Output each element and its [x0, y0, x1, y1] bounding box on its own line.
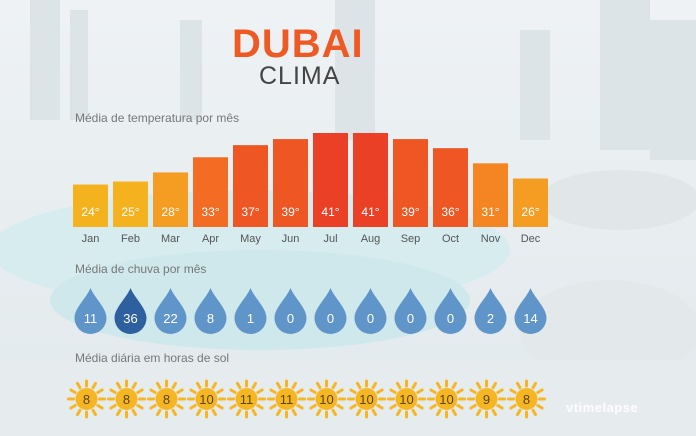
- rain-section-label: Média de chuva por mês: [75, 262, 207, 276]
- sun-icon: [507, 379, 546, 419]
- temp-bar-nov: [473, 163, 508, 227]
- temp-value-label: 39°: [401, 205, 419, 219]
- sun-hours-value-label: 8: [163, 392, 170, 407]
- sun-section-label: Média diária em horas de sol: [75, 351, 230, 365]
- sun-hours-value-label: 10: [439, 392, 453, 407]
- temp-value-label: 33°: [201, 205, 219, 219]
- sun-icon: [67, 379, 106, 419]
- sun-icon: [147, 379, 186, 419]
- temp-value-label: 24°: [81, 205, 99, 219]
- temp-bar-oct: [433, 148, 468, 227]
- rain-drop-dec: [514, 288, 547, 334]
- sun-hours-value-label: 8: [83, 392, 90, 407]
- sun-hours-value-label: 9: [483, 392, 490, 407]
- rain-value-label: 11: [84, 311, 98, 326]
- rain-drop-nov: [474, 288, 507, 334]
- rain-drop-jun: [274, 288, 307, 334]
- month-tick-label: Jan: [82, 233, 100, 245]
- temp-value-label: 37°: [241, 205, 259, 219]
- rain-drop-feb: [114, 288, 147, 334]
- rain-value-label: 36: [123, 311, 137, 326]
- rain-drop-apr: [194, 288, 227, 334]
- sun-icon: [307, 379, 346, 419]
- rain-drop-jan: [74, 288, 107, 334]
- rain-value-label: 0: [327, 311, 334, 326]
- temp-bar-dec: [513, 178, 548, 227]
- month-tick-label: May: [240, 233, 261, 245]
- rain-drop-mar: [154, 288, 187, 334]
- page-subtitle: CLIMA: [259, 62, 341, 90]
- rain-value-label: 14: [523, 311, 537, 326]
- month-tick-label: Oct: [442, 233, 459, 245]
- rain-drop-oct: [434, 288, 467, 334]
- temp-value-label: 41°: [361, 205, 379, 219]
- temp-bar-may: [233, 145, 268, 227]
- sun-icon: [427, 379, 466, 419]
- sun-icon: [227, 379, 266, 419]
- sun-icon: [187, 379, 226, 419]
- month-tick-label: Feb: [121, 233, 140, 245]
- sun-icon: [467, 379, 506, 419]
- rain-value-label: 22: [163, 311, 177, 326]
- sun-hours-value-label: 8: [123, 392, 130, 407]
- temp-value-label: 26°: [521, 205, 539, 219]
- temp-bar-mar: [153, 172, 188, 227]
- rain-drop-aug: [354, 288, 387, 334]
- temp-value-label: 31°: [481, 205, 499, 219]
- rain-drop-may: [234, 288, 267, 334]
- rain-value-label: 2: [487, 311, 494, 326]
- month-tick-label: Mar: [161, 233, 180, 245]
- sun-hours-value-label: 8: [523, 392, 530, 407]
- page-title: DUBAI: [232, 22, 364, 66]
- temp-bar-sep: [393, 139, 428, 227]
- month-tick-label: Aug: [361, 233, 381, 245]
- temp-value-label: 25°: [121, 205, 139, 219]
- month-tick-label: Sep: [401, 233, 421, 245]
- temp-bar-jun: [273, 139, 308, 227]
- sun-hours-value-label: 10: [199, 392, 213, 407]
- rain-value-label: 0: [287, 311, 294, 326]
- sun-hours-value-label: 10: [359, 392, 373, 407]
- sun-hours-value-label: 10: [319, 392, 333, 407]
- sun-icon: [267, 379, 306, 419]
- temp-value-label: 39°: [281, 205, 299, 219]
- month-tick-label: Jun: [282, 233, 300, 245]
- sun-icon: [387, 379, 426, 419]
- rain-value-label: 1: [247, 311, 254, 326]
- month-tick-label: Jul: [323, 233, 337, 245]
- temp-value-label: 41°: [321, 205, 339, 219]
- temp-bar-feb: [113, 181, 148, 227]
- temp-bar-apr: [193, 157, 228, 227]
- month-tick-label: Apr: [202, 233, 219, 245]
- temperature-section-label: Média de temperatura por mês: [75, 111, 240, 125]
- rain-value-label: 0: [367, 311, 374, 326]
- temp-bar-jul: [313, 133, 348, 227]
- temp-bar-jan: [73, 184, 108, 227]
- rain-value-label: 0: [407, 311, 414, 326]
- sun-hours-value-label: 11: [280, 392, 294, 407]
- temp-value-label: 36°: [441, 205, 459, 219]
- month-tick-label: Nov: [481, 233, 501, 245]
- sun-hours-value-label: 11: [240, 392, 254, 407]
- rain-value-label: 0: [447, 311, 454, 326]
- sun-icon: [347, 379, 386, 419]
- month-tick-label: Dec: [521, 233, 541, 245]
- temp-bar-aug: [353, 133, 388, 227]
- sun-icon: [107, 379, 146, 419]
- watermark-brand: vtimelapse: [566, 400, 639, 415]
- rain-drop-jul: [314, 288, 347, 334]
- rain-drop-sep: [394, 288, 427, 334]
- temp-value-label: 28°: [161, 205, 179, 219]
- rain-value-label: 8: [207, 311, 214, 326]
- sun-hours-value-label: 10: [399, 392, 413, 407]
